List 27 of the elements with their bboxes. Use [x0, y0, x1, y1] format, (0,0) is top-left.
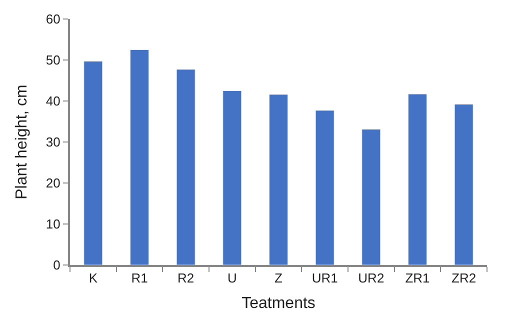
bar — [315, 110, 334, 265]
x-tick-label: ZR2 — [452, 270, 476, 286]
bar — [176, 69, 196, 265]
x-axis-title: Teatments — [242, 294, 316, 312]
y-tick-label: 10 — [46, 216, 60, 232]
bar — [268, 94, 288, 265]
y-tick-label: 60 — [46, 12, 60, 27]
x-tick-label: K — [88, 270, 98, 286]
bar — [130, 50, 150, 265]
x-tick-label: R1 — [131, 270, 148, 286]
y-tick-label: 20 — [46, 176, 60, 191]
y-tick-label: 30 — [46, 134, 60, 150]
bar — [84, 60, 103, 265]
x-tick-label: UR2 — [358, 270, 384, 286]
bar — [362, 129, 381, 265]
x-tick-label: ZR1 — [405, 270, 430, 286]
y-axis-title: Plant height, cm — [13, 84, 30, 200]
y-tick-label: 50 — [46, 52, 60, 68]
bar — [408, 94, 428, 265]
x-tick-label: R2 — [178, 270, 194, 286]
x-tick-label: Z — [274, 270, 283, 286]
y-tick-label: 40 — [46, 94, 60, 109]
x-tick-label: U — [227, 270, 237, 286]
bar — [222, 90, 242, 265]
y-tick-label: 0 — [53, 258, 60, 273]
x-tick-label: UR1 — [312, 270, 338, 286]
bar — [454, 104, 474, 265]
